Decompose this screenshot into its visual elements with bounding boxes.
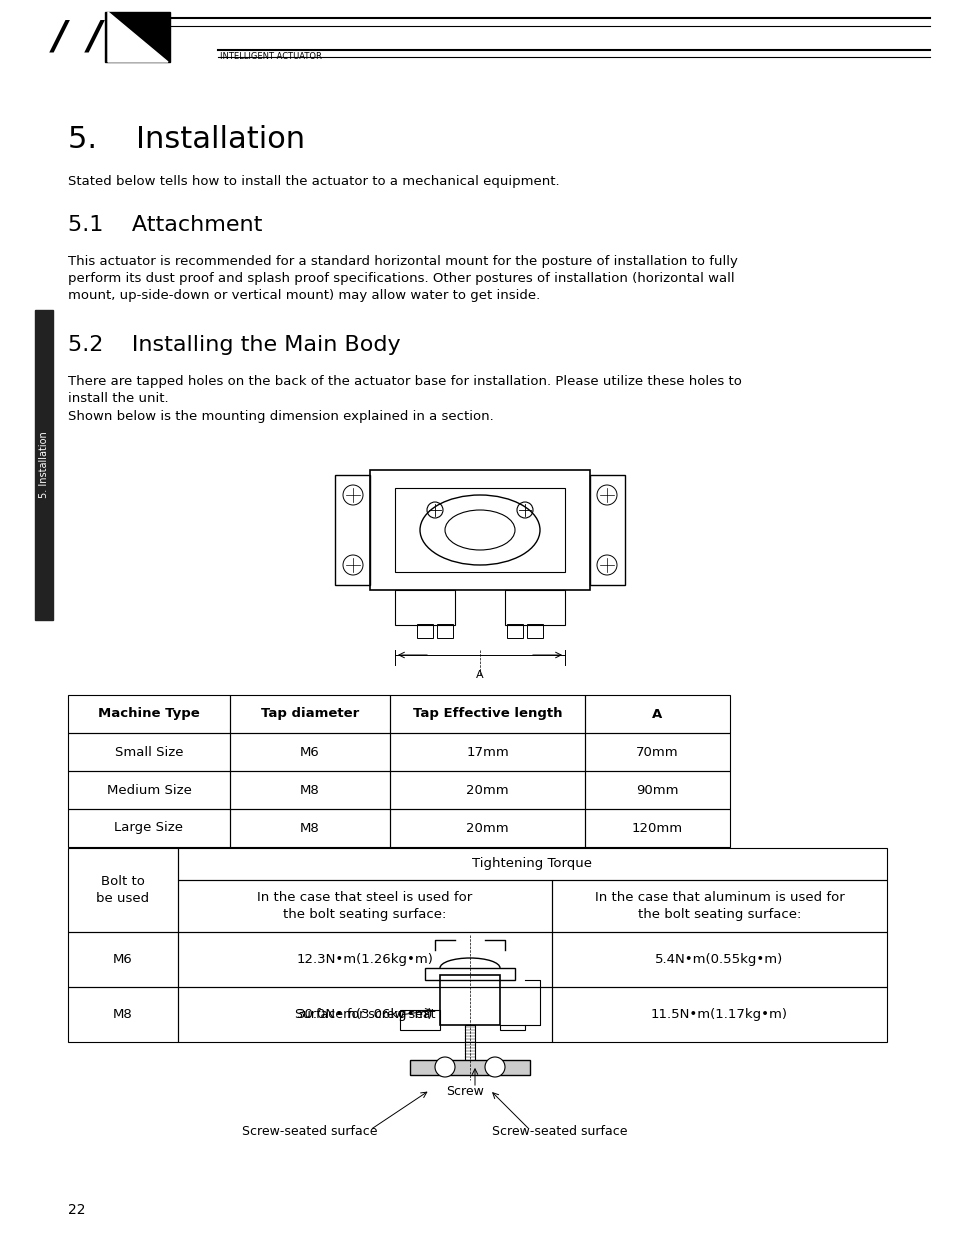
Bar bbox=[439, 974, 499, 1025]
Text: Tap diameter: Tap diameter bbox=[260, 708, 358, 720]
Bar bbox=[68, 848, 178, 932]
Bar bbox=[230, 809, 390, 847]
Bar bbox=[68, 932, 178, 987]
Text: 20mm: 20mm bbox=[466, 821, 508, 835]
Text: In the case that aluminum is used for
the bolt seating surface:: In the case that aluminum is used for th… bbox=[594, 890, 843, 921]
Text: Machine Type: Machine Type bbox=[98, 708, 200, 720]
Bar bbox=[178, 881, 552, 932]
Text: Small Size: Small Size bbox=[114, 746, 183, 758]
Bar bbox=[552, 987, 886, 1042]
Text: 5.    Installation: 5. Installation bbox=[68, 125, 305, 154]
Bar bbox=[416, 624, 433, 638]
Text: M6: M6 bbox=[300, 746, 319, 758]
Text: Tap Effective length: Tap Effective length bbox=[413, 708, 561, 720]
Bar bbox=[499, 1025, 524, 1030]
Bar bbox=[424, 968, 515, 981]
Bar bbox=[526, 624, 542, 638]
Bar bbox=[390, 771, 584, 809]
Bar bbox=[589, 475, 624, 585]
Bar bbox=[335, 475, 370, 585]
Text: Surface for screw seat: Surface for screw seat bbox=[294, 1009, 435, 1021]
Bar bbox=[230, 771, 390, 809]
Polygon shape bbox=[108, 12, 168, 62]
Text: M6: M6 bbox=[113, 953, 132, 966]
Text: Tightening Torque: Tightening Torque bbox=[472, 857, 592, 871]
Bar bbox=[552, 881, 886, 932]
Text: Screw-seated surface: Screw-seated surface bbox=[492, 1125, 627, 1137]
Bar bbox=[464, 1025, 475, 1060]
Text: M8: M8 bbox=[113, 1008, 132, 1021]
Bar bbox=[105, 12, 170, 62]
Bar bbox=[552, 932, 886, 987]
Text: Screw-seated surface: Screw-seated surface bbox=[242, 1125, 377, 1137]
Bar bbox=[178, 932, 552, 987]
Text: Stated below tells how to install the actuator to a mechanical equipment.: Stated below tells how to install the ac… bbox=[68, 175, 559, 188]
Text: 5.2    Installing the Main Body: 5.2 Installing the Main Body bbox=[68, 335, 400, 354]
Text: 22: 22 bbox=[68, 1203, 86, 1216]
Text: 17mm: 17mm bbox=[466, 746, 508, 758]
Bar bbox=[370, 471, 589, 590]
Bar bbox=[68, 771, 230, 809]
Text: 12.3N•m(1.26kg•m): 12.3N•m(1.26kg•m) bbox=[296, 953, 433, 966]
Bar bbox=[584, 771, 729, 809]
Text: 5.1    Attachment: 5.1 Attachment bbox=[68, 215, 262, 235]
Bar bbox=[395, 488, 564, 572]
Bar bbox=[436, 624, 453, 638]
Text: In the case that steel is used for
the bolt seating surface:: In the case that steel is used for the b… bbox=[257, 890, 472, 921]
Text: Large Size: Large Size bbox=[114, 821, 183, 835]
Bar bbox=[230, 734, 390, 771]
Bar bbox=[390, 695, 584, 734]
Bar bbox=[395, 590, 455, 625]
Text: Bolt to
be used: Bolt to be used bbox=[96, 876, 150, 905]
Text: Screw: Screw bbox=[446, 1086, 483, 1098]
Text: A: A bbox=[476, 671, 483, 680]
Text: A: A bbox=[652, 708, 662, 720]
Bar bbox=[504, 590, 564, 625]
Circle shape bbox=[484, 1057, 504, 1077]
Bar bbox=[68, 809, 230, 847]
Bar bbox=[410, 1060, 530, 1074]
Text: 5.4N•m(0.55kg•m): 5.4N•m(0.55kg•m) bbox=[655, 953, 782, 966]
Text: M8: M8 bbox=[300, 783, 319, 797]
Bar bbox=[390, 734, 584, 771]
Bar bbox=[35, 310, 53, 620]
Bar bbox=[68, 695, 230, 734]
Text: This actuator is recommended for a standard horizontal mount for the posture of : This actuator is recommended for a stand… bbox=[68, 254, 737, 303]
Bar bbox=[584, 734, 729, 771]
Bar bbox=[584, 695, 729, 734]
Text: 5. Installation: 5. Installation bbox=[39, 431, 49, 499]
Bar bbox=[178, 987, 552, 1042]
Text: 90mm: 90mm bbox=[636, 783, 678, 797]
Text: INTELLIGENT ACTUATOR: INTELLIGENT ACTUATOR bbox=[220, 52, 321, 61]
Text: Shown below is the mounting dimension explained in a section.: Shown below is the mounting dimension ex… bbox=[68, 410, 494, 424]
Text: There are tapped holes on the back of the actuator base for installation. Please: There are tapped holes on the back of th… bbox=[68, 375, 741, 405]
Bar bbox=[390, 809, 584, 847]
Bar bbox=[506, 624, 522, 638]
Text: /: / bbox=[88, 19, 102, 57]
Bar bbox=[584, 809, 729, 847]
Bar bbox=[68, 987, 178, 1042]
Text: 11.5N•m(1.17kg•m): 11.5N•m(1.17kg•m) bbox=[650, 1008, 787, 1021]
Text: Medium Size: Medium Size bbox=[107, 783, 192, 797]
Bar bbox=[230, 695, 390, 734]
Text: 120mm: 120mm bbox=[631, 821, 682, 835]
Circle shape bbox=[435, 1057, 455, 1077]
Text: 20mm: 20mm bbox=[466, 783, 508, 797]
Text: /: / bbox=[52, 19, 67, 57]
Text: 30.0N•m(3.06kg•m): 30.0N•m(3.06kg•m) bbox=[296, 1008, 433, 1021]
Bar bbox=[178, 848, 886, 881]
Text: 70mm: 70mm bbox=[636, 746, 679, 758]
Text: M8: M8 bbox=[300, 821, 319, 835]
Bar bbox=[399, 1010, 439, 1030]
Bar bbox=[68, 734, 230, 771]
